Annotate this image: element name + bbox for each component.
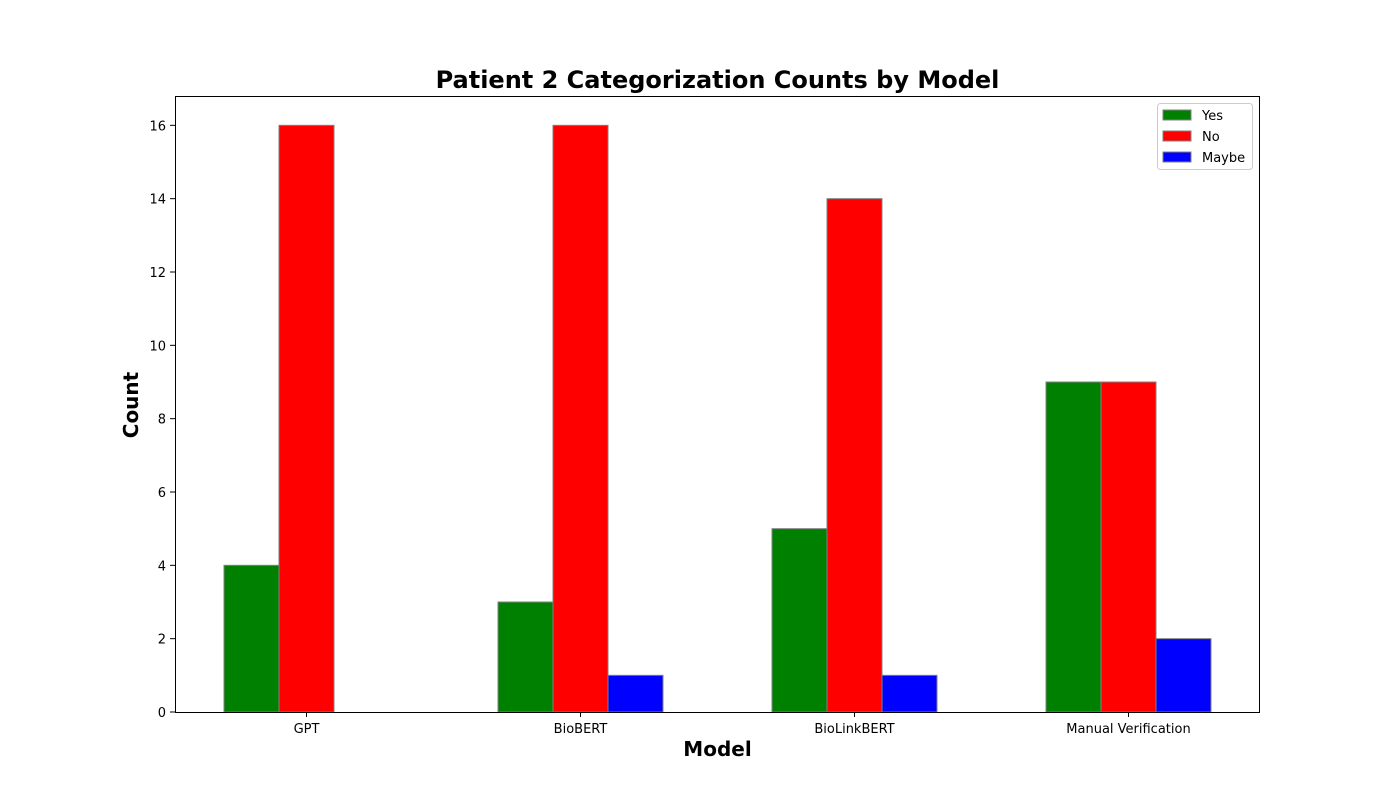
bar-yes-gpt <box>223 564 280 713</box>
x-axis-title: Model <box>683 737 751 761</box>
legend-label-maybe: Maybe <box>1202 151 1245 166</box>
bar-maybe-biolinkbert <box>881 674 938 713</box>
bar-yes-manual-verification <box>1045 381 1102 713</box>
x-tick-label: BioBERT <box>554 722 608 737</box>
legend-label-yes: Yes <box>1201 109 1223 124</box>
bar-yes-biobert <box>497 601 554 713</box>
x-tick-label: GPT <box>294 722 320 737</box>
y-axis-title: Count <box>119 371 143 438</box>
bar-no-gpt <box>278 124 335 713</box>
bar-yes-biolinkbert <box>771 528 828 713</box>
y-tick-label: 16 <box>149 119 166 134</box>
y-tick-label: 4 <box>158 559 166 574</box>
legend-swatch-yes <box>1162 109 1192 121</box>
plot-frame <box>175 96 1260 713</box>
bar-no-biolinkbert <box>826 198 883 713</box>
x-axis: GPT BioBERT BioLinkBERT Manual Verification <box>294 712 1191 737</box>
y-tick-label: 0 <box>158 706 166 721</box>
x-tick-label: BioLinkBERT <box>814 722 894 737</box>
legend-swatch-no <box>1162 130 1192 142</box>
legend: Yes No Maybe <box>1157 103 1253 170</box>
chart-title: Patient 2 Categorization Counts by Model <box>436 66 1000 94</box>
bar-maybe-manual-verification <box>1155 638 1212 713</box>
legend-swatch-maybe <box>1162 151 1192 163</box>
bar-no-manual-verification <box>1100 381 1157 713</box>
bars-group <box>223 124 1212 713</box>
x-tick-label: Manual Verification <box>1066 722 1190 737</box>
y-tick-label: 14 <box>149 193 166 208</box>
y-tick-label: 8 <box>158 413 166 428</box>
y-tick-label: 2 <box>158 633 166 648</box>
legend-label-no: No <box>1202 130 1220 145</box>
y-axis: 0 2 4 6 8 10 12 14 16 <box>149 119 175 721</box>
y-tick-label: 6 <box>158 486 166 501</box>
bar-no-biobert <box>552 124 609 713</box>
y-tick-label: 12 <box>149 266 166 281</box>
y-tick-label: 10 <box>149 339 166 354</box>
bar-maybe-biobert <box>607 674 664 713</box>
